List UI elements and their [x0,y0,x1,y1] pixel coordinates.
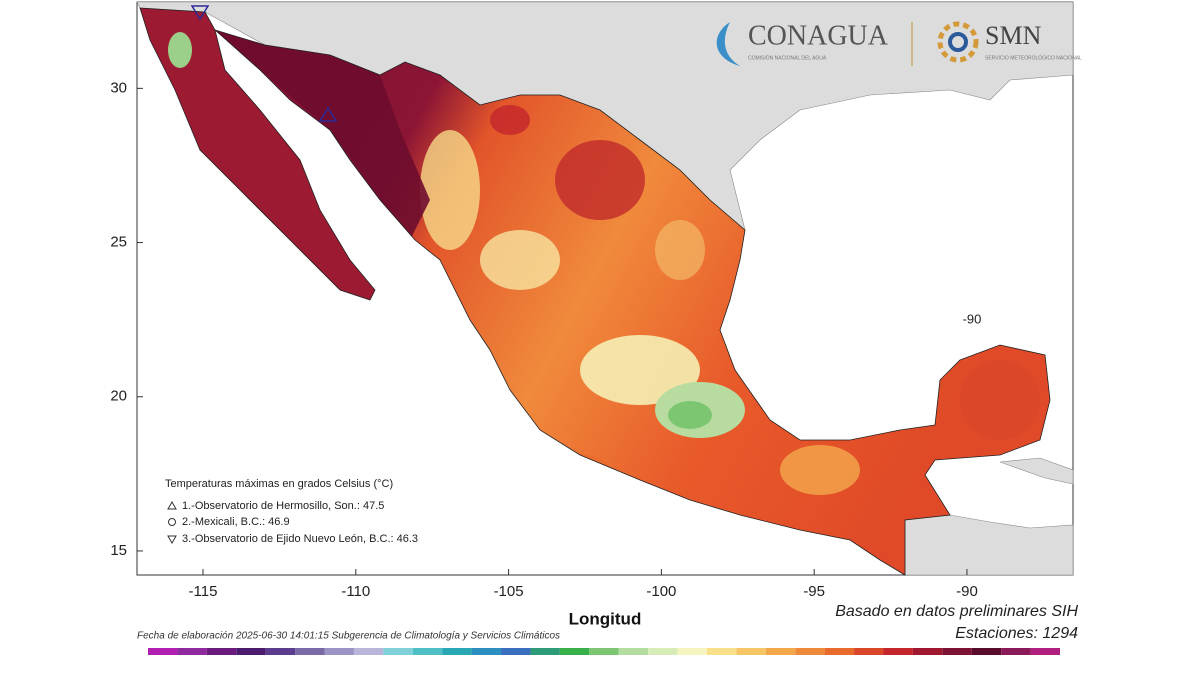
source-note: Basado en datos preliminares SIH [835,603,1078,620]
legend-symbol [167,500,177,510]
conagua-icon [716,22,740,66]
colorbar-swatch [912,648,943,655]
cuba [999,457,1074,485]
legend-title: Temperaturas máximas en grados Celsius (… [165,478,393,490]
station-marker [318,106,338,122]
legend-symbol [167,535,177,545]
colorbar-swatch [265,648,296,655]
x-tick-label: -100 [646,583,676,600]
x-axis-label: Longitud [569,609,642,628]
colorbar-swatch [148,648,178,655]
colorbar-swatch [471,648,502,655]
colorbar-swatch [883,648,913,655]
colorbar-swatch [442,648,472,655]
footer-note: Fecha de elaboración 2025-06-30 14:01:15… [137,631,560,642]
colorbar-swatch [854,648,884,655]
colorbar-swatch [353,648,384,655]
baja-california [139,7,376,301]
colorbar-swatch [648,648,678,655]
colorbar-swatch [295,648,325,655]
colorbar-swatch [589,648,619,655]
x-tick-label: -115 [189,583,218,600]
colorbar-swatch [618,648,649,655]
colorbar-swatch [736,648,766,655]
baja-cool-spot [168,32,192,68]
y-tick-label: 30 [110,79,127,96]
colorbar-swatch [236,648,266,655]
conagua-logo: CONAGUA [748,20,889,51]
colorbar-swatch [177,648,207,655]
colorbar-swatch [530,648,560,655]
x-tick-label: -105 [494,583,524,600]
legend-item: 2.-Mexicali, B.C.: 46.9 [182,516,290,528]
colorbar-swatch [501,648,531,655]
smn-icon-inner [948,32,968,52]
y-tick-label: 20 [110,388,127,405]
colorbar-swatch [383,648,413,655]
smn-logo: SMN [985,21,1042,50]
legend-item: 1.-Observatorio de Hermosillo, Son.: 47.… [182,500,384,512]
colorbar-swatch [765,648,796,655]
colorbar-swatch [942,648,972,655]
colorbar-swatch [795,648,825,655]
colorbar [148,648,1060,655]
legend-symbol [168,518,176,526]
colorbar-swatch [206,648,237,655]
x-tick-label: -110 [341,583,370,600]
station-marker [190,5,210,21]
x-tick-label: -95 [803,583,825,600]
legend-item: 3.-Observatorio de Ejido Nuevo León, B.C… [182,533,418,545]
colorbar-swatch [824,648,855,655]
colorbar-swatch [1030,648,1060,655]
colorbar-swatch [559,648,590,655]
y-tick-label: 15 [110,542,127,559]
colorbar-swatch [324,648,354,655]
colorbar-swatch [1001,648,1031,655]
colorbar-swatch [677,648,707,655]
smn-icon [937,21,979,63]
stations-count: Estaciones: 1294 [955,625,1078,642]
colorbar-swatch [412,648,443,655]
y-tick-label: 25 [110,234,127,251]
colorbar-swatch [971,648,1002,655]
graticule-label: -90 [963,311,982,326]
x-tick-label: -90 [956,583,978,600]
mainland-outline [214,29,1051,576]
conagua-subtitle: COMISIÓN NACIONAL DEL AGUA [748,54,827,61]
colorbar-swatch [706,648,737,655]
smn-subtitle: SERVICIO METEOROLÓGICO NACIONAL [985,54,1082,61]
